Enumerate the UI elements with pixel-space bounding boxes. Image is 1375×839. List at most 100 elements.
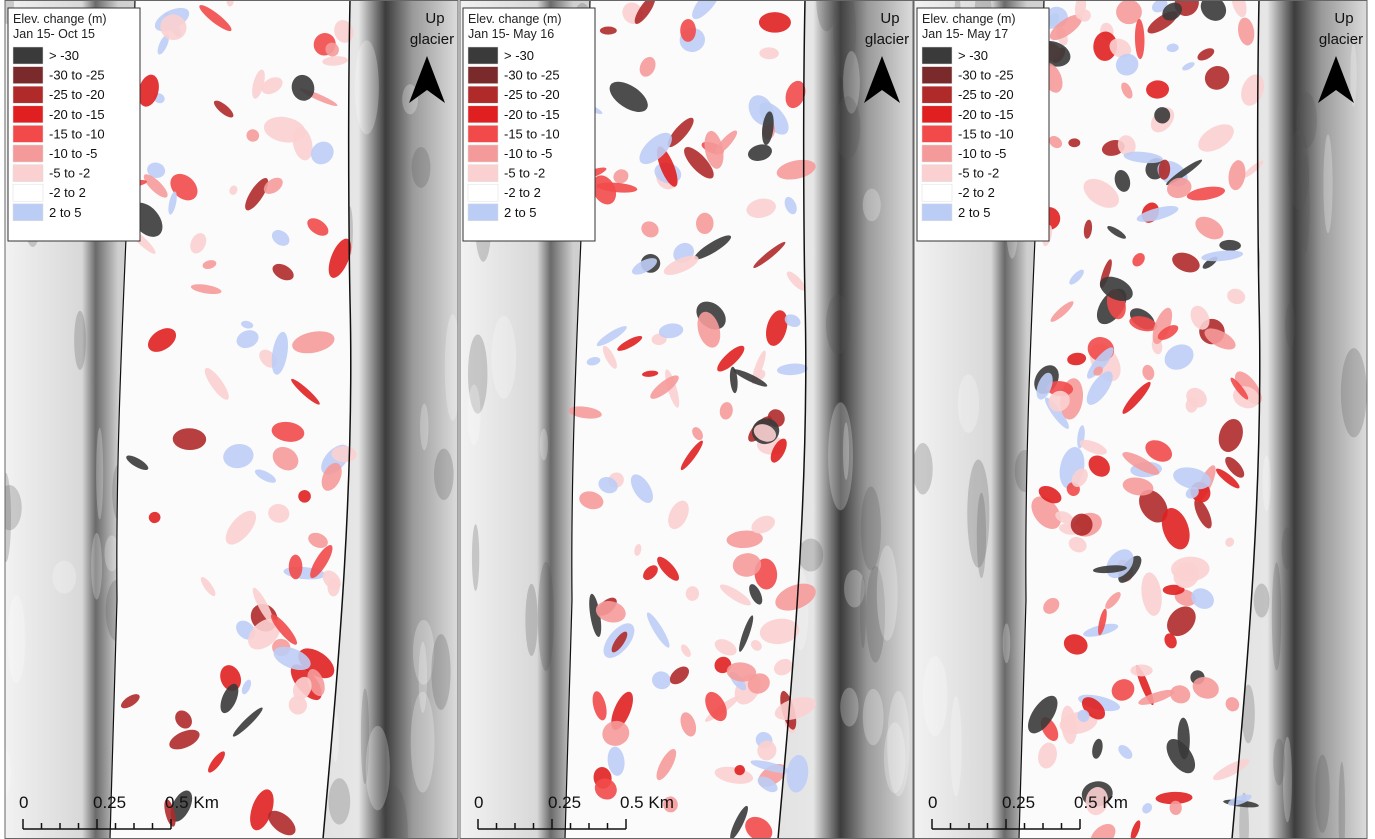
legend-label: -20 to -15	[504, 107, 560, 122]
map-panel: Elev. change (m)Jan 15- May 17> -30-30 t…	[913, 0, 1367, 839]
scale-label: 0.5 Km	[620, 793, 674, 812]
legend-title: Elev. change (m)	[922, 12, 1016, 26]
relief	[1283, 737, 1292, 823]
legend-label: 2 to 5	[958, 205, 991, 220]
relief	[1323, 134, 1332, 233]
legend-title: Elev. change (m)	[13, 12, 107, 26]
arrow-label: glacier	[1319, 31, 1363, 48]
legend-label: -5 to -2	[504, 166, 545, 181]
legend-label: -2 to 2	[49, 185, 86, 200]
legend-swatch	[922, 145, 952, 162]
map-panel: Elev. change (m)Jan 15- May 16> -30-30 t…	[460, 0, 913, 839]
relief	[923, 656, 948, 736]
scale-label: 0	[928, 793, 937, 812]
relief	[434, 449, 454, 500]
relief	[538, 562, 554, 671]
relief	[52, 561, 76, 594]
relief	[1315, 755, 1330, 833]
legend-label: > -30	[49, 48, 79, 63]
legend-swatch	[468, 184, 498, 201]
legend-swatch	[468, 86, 498, 103]
scale-label: 0.25	[93, 793, 126, 812]
legend-swatch	[468, 125, 498, 142]
relief	[96, 428, 103, 520]
relief	[798, 538, 823, 571]
relief	[355, 40, 379, 134]
elevation-patch	[600, 27, 617, 35]
legend-label: -15 to -10	[504, 126, 560, 141]
legend-swatch	[13, 204, 43, 221]
relief	[861, 487, 881, 571]
relief	[540, 429, 548, 461]
relief	[835, 96, 861, 159]
legend-label: -10 to -5	[504, 146, 552, 161]
legend-swatch	[468, 106, 498, 123]
scale-label: 0.5 Km	[1074, 793, 1128, 812]
arrow-label: Up	[1334, 10, 1353, 27]
legend-title: Elev. change (m)	[468, 12, 562, 26]
legend-label: -25 to -20	[504, 87, 560, 102]
legend-label: -5 to -2	[958, 166, 999, 181]
legend-swatch	[922, 86, 952, 103]
legend-label: -25 to -20	[49, 87, 105, 102]
relief	[1262, 455, 1270, 511]
legend-label: -15 to -10	[49, 126, 105, 141]
legend-swatch	[922, 125, 952, 142]
scale-label: 0.25	[548, 793, 581, 812]
relief	[491, 316, 516, 399]
relief	[1296, 92, 1317, 148]
relief	[1003, 623, 1011, 663]
relief	[420, 403, 428, 450]
relief	[525, 584, 537, 656]
legend-label: -30 to -25	[49, 68, 105, 83]
legend-period: Jan 15- May 16	[468, 27, 554, 41]
arrow-label: Up	[880, 10, 899, 27]
legend-swatch	[922, 184, 952, 201]
legend-label: -15 to -10	[958, 126, 1014, 141]
elevation-patch	[759, 12, 791, 33]
glacier	[110, 0, 351, 839]
legend-swatch	[13, 106, 43, 123]
arrow-label: Up	[425, 10, 444, 27]
relief	[366, 726, 390, 810]
legend-swatch	[922, 47, 952, 64]
legend-swatch	[468, 47, 498, 64]
legend-swatch	[922, 165, 952, 182]
relief	[863, 689, 884, 745]
relief	[1272, 562, 1281, 670]
legend-swatch	[922, 67, 952, 84]
relief	[328, 778, 350, 825]
relief	[877, 545, 898, 640]
relief	[467, 384, 480, 445]
arrow-label: glacier	[865, 31, 909, 48]
legend-swatch	[13, 125, 43, 142]
relief	[884, 722, 905, 793]
relief	[7, 595, 25, 683]
relief	[1341, 348, 1367, 437]
legend-swatch	[13, 47, 43, 64]
relief	[958, 374, 979, 432]
legend-swatch	[13, 86, 43, 103]
scale-label: 0.25	[1002, 793, 1035, 812]
relief	[91, 533, 102, 600]
legend-label: -2 to 2	[504, 185, 541, 200]
legend-swatch	[468, 67, 498, 84]
legend-swatch	[13, 184, 43, 201]
relief	[977, 493, 986, 579]
relief	[1254, 584, 1270, 618]
legend-label: -30 to -25	[504, 68, 560, 83]
relief	[1273, 739, 1285, 786]
relief	[411, 692, 435, 793]
legend-swatch	[468, 145, 498, 162]
legend-label: -25 to -20	[958, 87, 1014, 102]
scale-label: 0.5 Km	[165, 793, 219, 812]
legend-swatch	[13, 165, 43, 182]
legend-label: -20 to -15	[958, 107, 1014, 122]
legend-label: -10 to -5	[958, 146, 1006, 161]
legend-label: -10 to -5	[49, 146, 97, 161]
legend-label: -30 to -25	[958, 68, 1014, 83]
legend-swatch	[468, 165, 498, 182]
relief	[412, 147, 431, 188]
legend-period: Jan 15- May 17	[922, 27, 1008, 41]
legend-label: 2 to 5	[504, 205, 537, 220]
